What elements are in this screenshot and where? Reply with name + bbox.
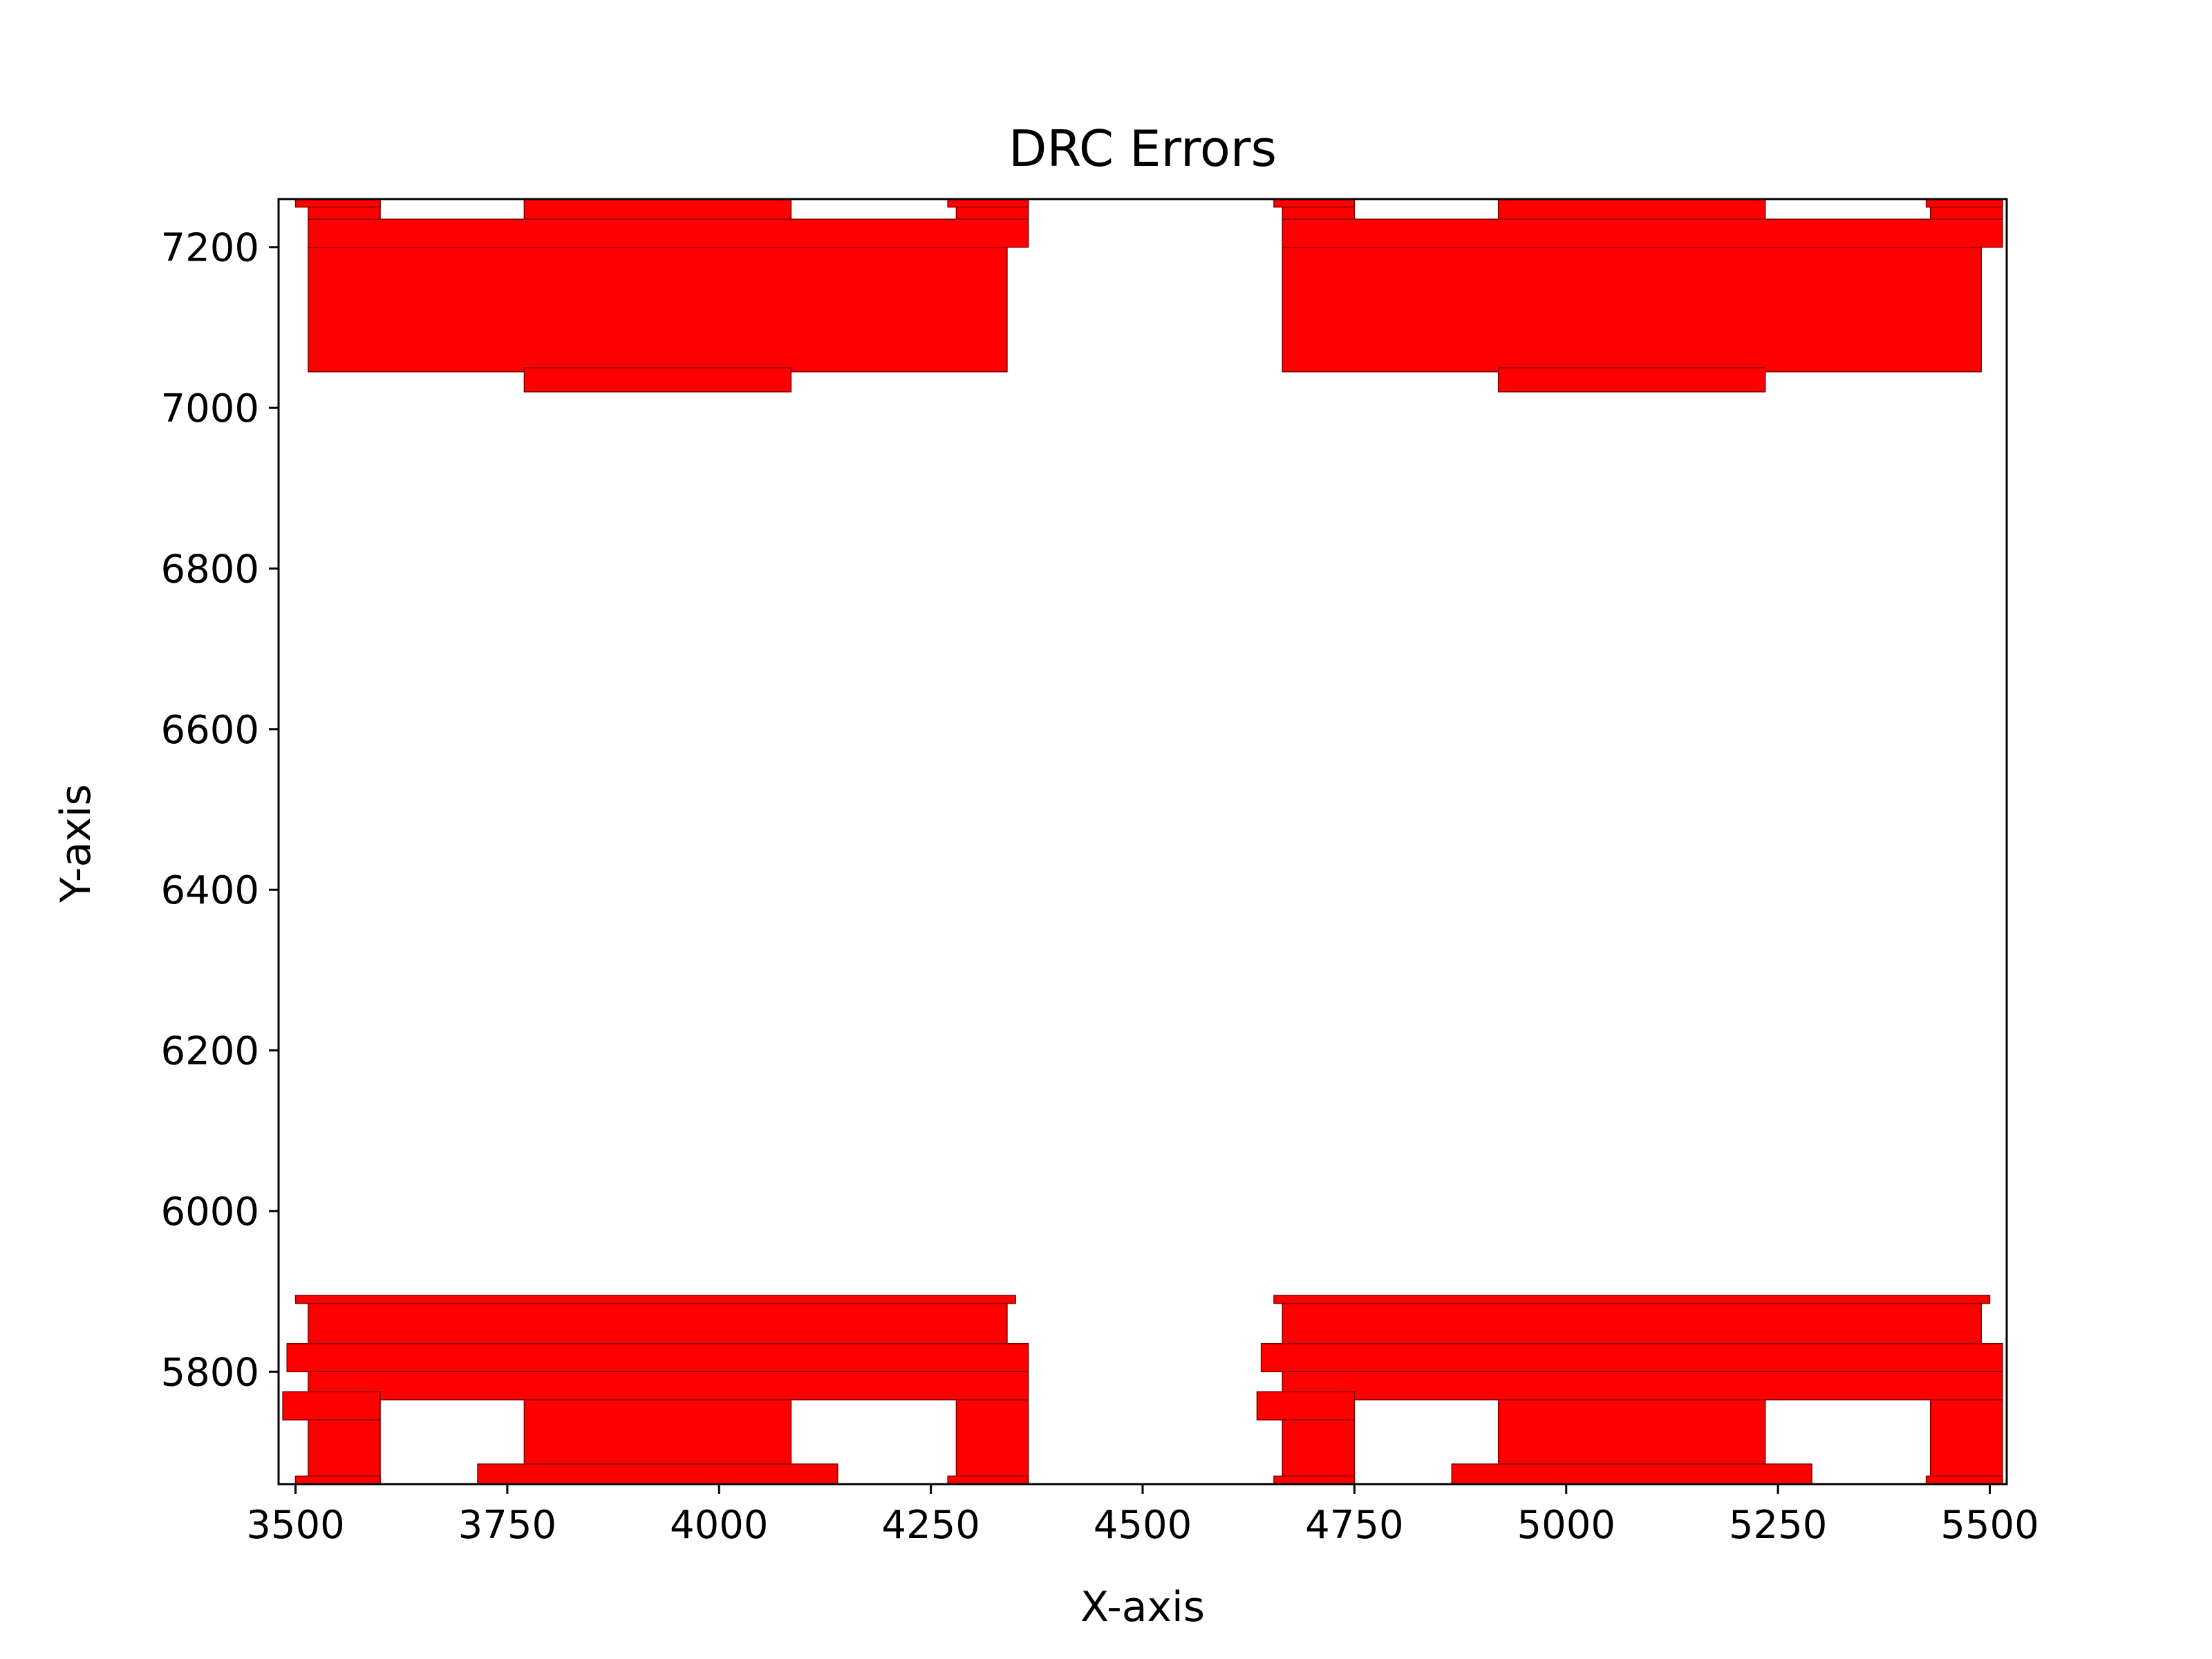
drc-error-rect — [308, 1302, 1008, 1344]
y-tick-label: 7200 — [160, 226, 259, 271]
drc-error-rect — [1282, 218, 2003, 248]
y-axis-label: Y-axis — [52, 784, 100, 903]
drc-error-rect — [1451, 1463, 1812, 1484]
drc-error-rect — [1273, 199, 1356, 208]
drc-error-rect — [1925, 1475, 2003, 1484]
drc-error-rect — [282, 1391, 381, 1421]
x-tick-label: 4500 — [1094, 1503, 1192, 1548]
drc-error-rect — [1497, 1399, 1766, 1465]
drc-error-rect — [523, 367, 792, 393]
y-tick-label: 7000 — [160, 386, 259, 431]
drc-error-rect — [1282, 1371, 2003, 1400]
x-tick-label: 5500 — [1940, 1503, 2039, 1548]
drc-error-rect — [947, 1475, 1029, 1484]
drc-error-rect — [308, 1419, 381, 1484]
drc-error-rect — [1497, 367, 1766, 393]
y-tick-label: 6000 — [160, 1190, 259, 1235]
chart-title: DRC Errors — [1009, 120, 1277, 178]
x-tick-label: 3500 — [246, 1503, 345, 1548]
drc-error-rect — [308, 1371, 1029, 1400]
x-tick-label: 3750 — [458, 1503, 557, 1548]
drc-error-rect — [1273, 1295, 1991, 1304]
drc-error-rect — [1497, 199, 1766, 220]
drc-error-rect — [477, 1463, 838, 1484]
drc-error-rect — [1256, 1391, 1356, 1421]
drc-error-rect — [1282, 1302, 1982, 1344]
drc-error-rect — [294, 1475, 381, 1484]
drc-error-rect — [523, 199, 792, 220]
drc-error-rect — [294, 199, 381, 208]
drc-error-rect — [1260, 1342, 2003, 1373]
x-tick-label: 4750 — [1305, 1503, 1404, 1548]
drc-error-rect — [1273, 1475, 1356, 1484]
x-tick-label: 5000 — [1517, 1503, 1615, 1548]
y-tick-label: 6600 — [160, 708, 259, 753]
y-tick-label: 6400 — [160, 868, 259, 913]
drc-error-rect — [294, 1295, 1016, 1304]
x-axis-label: X-axis — [1080, 1583, 1205, 1631]
drc-error-rect — [1282, 1419, 1356, 1484]
drc-error-rect — [1282, 246, 1982, 373]
y-tick-label: 6800 — [160, 547, 259, 592]
y-tick-label: 5800 — [160, 1350, 259, 1395]
x-tick-label: 4250 — [881, 1503, 980, 1548]
y-tick-label: 6200 — [160, 1029, 259, 1074]
drc-error-rect — [308, 218, 1029, 248]
axes: 3500 3750 4000 4250 4500 4750 5000 5250 5500 5800… — [160, 198, 2039, 1548]
drc-error-rect — [286, 1342, 1029, 1373]
drc-error-rect — [1929, 1399, 2003, 1484]
drc-error-rect — [308, 246, 1008, 373]
drc-error-rect — [1925, 199, 2003, 208]
x-tick-label: 4000 — [670, 1503, 769, 1548]
drc-error-rect — [523, 1399, 792, 1465]
drc-error-rect — [947, 199, 1029, 208]
x-tick-label: 5250 — [1729, 1503, 1828, 1548]
plot-area — [282, 199, 2003, 1484]
drc-error-rect — [955, 1399, 1029, 1484]
